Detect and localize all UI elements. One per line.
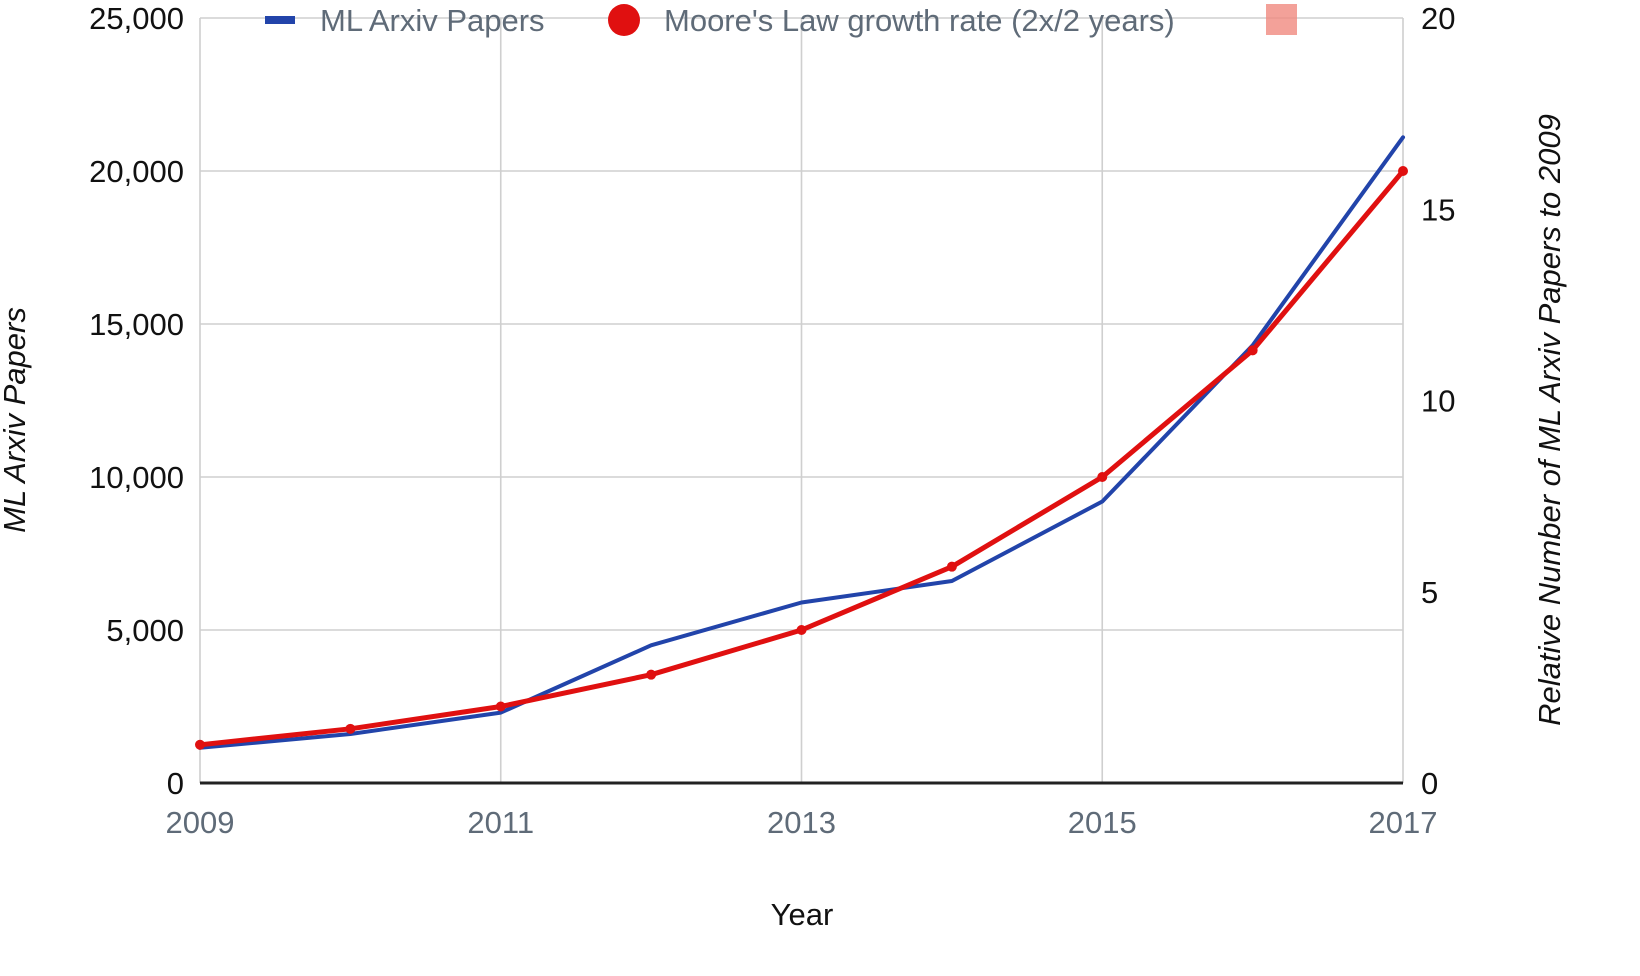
y-tick-label-left-1: 5,000 — [106, 613, 184, 648]
legend-marker-circle — [608, 4, 640, 36]
series-point-1-1 — [345, 723, 356, 734]
series-point-1-7 — [1247, 345, 1258, 356]
y-tick-label-left-2: 10,000 — [89, 460, 184, 495]
legend-label-1: Moore's Law growth rate (2x/2 years) — [664, 3, 1175, 38]
series-point-1-3 — [646, 669, 657, 680]
series-point-1-2 — [495, 701, 506, 712]
series-point-1-5 — [946, 561, 957, 572]
y-axis-title-right: Relative Number of ML Arxiv Papers to 20… — [1532, 114, 1567, 726]
vertical-gridlines — [499, 18, 1104, 783]
legend-swatch-line — [265, 16, 295, 24]
y-tick-label-right-1: 5 — [1421, 575, 1438, 610]
y-tick-label-right-2: 10 — [1421, 384, 1455, 419]
y-axis-title-left: ML Arxiv Papers — [0, 307, 32, 533]
legend-marker-square — [1266, 4, 1297, 35]
right-axis-tick-labels: 0 5 10 15 20 — [1421, 1, 1455, 801]
x-axis-tick-labels: 2009 2011 2013 2015 2017 — [166, 805, 1438, 840]
y-tick-label-right-3: 15 — [1421, 192, 1455, 227]
x-tick-label-3: 2015 — [1068, 805, 1137, 840]
series-point-1-4 — [796, 625, 807, 635]
y-tick-label-left-0: 0 — [167, 766, 184, 801]
y-tick-label-right-0: 0 — [1421, 766, 1438, 801]
series-point-1-0 — [195, 739, 205, 750]
legend-label-0: ML Arxiv Papers — [320, 3, 545, 38]
y-tick-label-left-4: 20,000 — [89, 154, 184, 189]
series-point-1-8 — [1398, 166, 1408, 176]
x-tick-label-0: 2009 — [166, 805, 235, 840]
x-axis-title: Year — [771, 897, 834, 932]
x-tick-label-2: 2013 — [767, 805, 836, 840]
series-line-0 — [198, 135, 1405, 750]
legend: ML Arxiv Papers Moore's Law growth rate (… — [265, 3, 1297, 38]
x-tick-label-4: 2017 — [1369, 805, 1438, 840]
series-point-1-6 — [1097, 472, 1108, 482]
y-tick-label-left-3: 15,000 — [89, 307, 184, 342]
left-axis-tick-labels: 0 5,000 10,000 15,000 20,000 25,000 — [89, 1, 184, 801]
x-tick-label-1: 2011 — [467, 805, 534, 840]
y-tick-label-left-5: 25,000 — [89, 1, 184, 36]
y-tick-label-right-4: 20 — [1421, 1, 1455, 36]
series-markers — [195, 166, 1408, 750]
